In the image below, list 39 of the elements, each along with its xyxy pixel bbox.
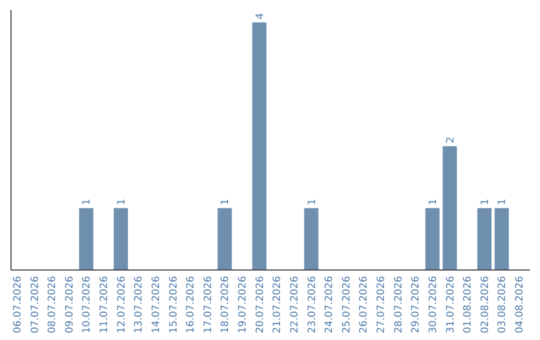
x-tick-label: 13.07.2026 xyxy=(134,276,145,334)
x-tick-label: 27.07.2026 xyxy=(376,276,388,334)
data-label: 1 xyxy=(480,198,491,206)
x-tick-label: 23.07.2026 xyxy=(306,276,318,334)
x-tick-label: 31.07.2026 xyxy=(445,276,456,334)
x-tick-label: 12.07.2026 xyxy=(116,276,128,334)
x-tick-label: 22.07.2026 xyxy=(289,276,300,334)
x-tick-label: 14.07.2026 xyxy=(150,276,162,334)
x-tick-label: 04.08.2026 xyxy=(514,276,526,334)
x-tick-label: 24.07.2026 xyxy=(324,276,336,334)
x-tick-label: 15.07.2026 xyxy=(168,276,180,334)
x-tick-label: 18.07.2026 xyxy=(220,276,232,334)
x-tick-label: 29.07.2026 xyxy=(410,276,422,334)
x-tick-label: 09.07.2026 xyxy=(64,276,76,334)
data-label: 1 xyxy=(306,198,318,206)
data-label: 1 xyxy=(82,198,93,206)
data-label: 1 xyxy=(428,198,439,206)
x-tick-label: 26.07.2026 xyxy=(358,276,370,334)
x-tick-label: 03.08.2026 xyxy=(497,276,508,334)
x-tick-label: 17.07.2026 xyxy=(202,276,214,334)
x-tick-label: 25.07.2026 xyxy=(341,276,352,334)
data-label: 1 xyxy=(220,198,232,206)
x-tick-label: 11.07.2026 xyxy=(99,276,110,334)
x-tick-label: 01.08.2026 xyxy=(462,276,474,334)
x-tick-label: 08.07.2026 xyxy=(47,276,58,334)
x-tick-label: 19.07.2026 xyxy=(238,276,249,334)
data-label: 1 xyxy=(497,198,508,206)
x-tick-label: 30.07.2026 xyxy=(428,276,439,334)
x-tick-label: 02.08.2026 xyxy=(480,276,491,334)
x-tick-label: 10.07.2026 xyxy=(82,276,93,334)
x-tick-label: 21.07.2026 xyxy=(272,276,284,334)
x-tick-label: 16.07.2026 xyxy=(186,276,197,334)
x-tick-label: 06.07.2026 xyxy=(12,276,24,334)
data-label: 2 xyxy=(445,136,456,144)
data-label: 4 xyxy=(254,13,266,20)
x-tick-label: 07.07.2026 xyxy=(30,276,41,334)
x-tick-label: 20.07.2026 xyxy=(254,276,266,334)
x-tick-label: 28.07.2026 xyxy=(393,276,404,334)
data-label: 1 xyxy=(116,198,128,206)
